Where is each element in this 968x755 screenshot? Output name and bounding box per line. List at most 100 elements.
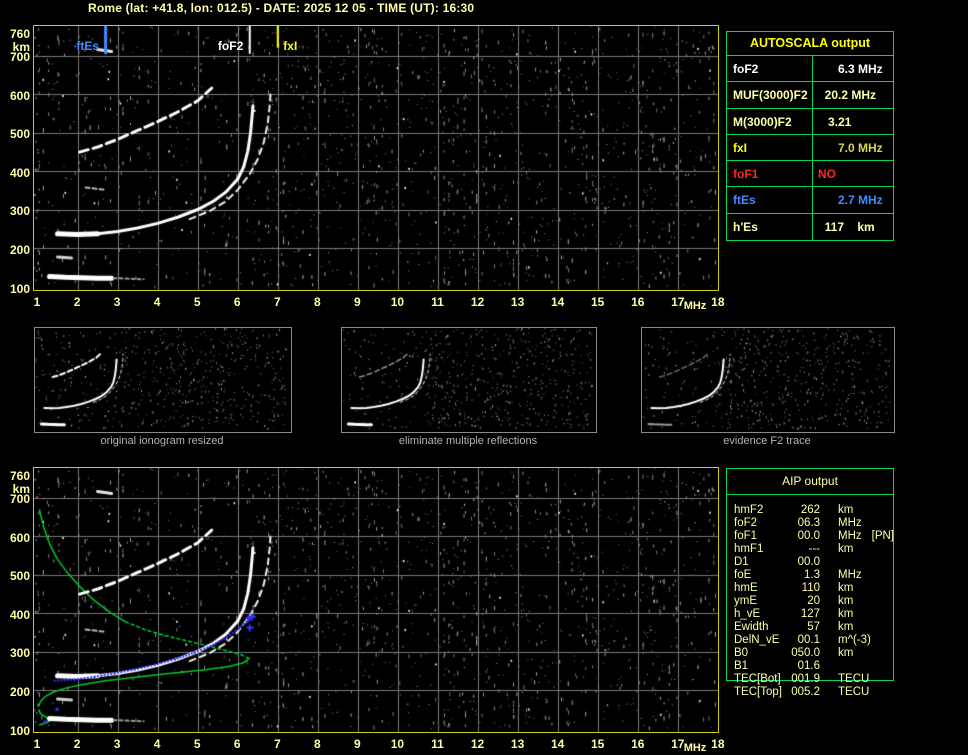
- y-axis-tick-label: 400: [9, 165, 30, 180]
- x-axis-unit-mhz: MHz: [683, 741, 707, 754]
- parameter-unit: km: [838, 621, 854, 633]
- parameter-label: M(3000)F2: [727, 108, 813, 134]
- x-axis-tick-label: 6: [233, 736, 241, 751]
- parameter-label: D1: [734, 556, 749, 568]
- y-axis-tick-label: 100: [9, 281, 30, 296]
- parameter-unit: MHz: [838, 517, 862, 529]
- aip-row-foe: foE 1.3 MHz: [727, 569, 893, 582]
- parameter-label: DelN_vE: [734, 634, 780, 646]
- x-axis-tick-label: 7: [273, 294, 281, 309]
- x-axis-tick-label: 12: [470, 294, 485, 309]
- parameter-unit: km: [838, 647, 854, 659]
- parameter-label: foF1: [727, 161, 813, 187]
- parameter-value: 57: [807, 621, 820, 633]
- y-axis-unit-km: km: [12, 40, 30, 55]
- parameter-unit: TECU: [838, 686, 870, 698]
- parameter-unit: km: [838, 608, 854, 620]
- x-axis-tick-label: 18: [711, 736, 725, 751]
- aip-rows: hmF2 262 km foF2 06.3 MHz foF1 00.0 MHz [PN] hmF1-…: [727, 504, 895, 699]
- parameter-unit: [820, 556, 893, 569]
- parameter-unit: TECU: [838, 673, 870, 685]
- parameter-label: h_vE: [734, 608, 761, 620]
- y-axis-tick-label: 200: [9, 242, 30, 257]
- x-axis-tick-label: 12: [470, 736, 485, 751]
- autoscala-row-m3000f2: M(3000)F2 3.21: [727, 108, 893, 135]
- x-axis-tick-label: 11: [431, 736, 444, 751]
- thumbnail-original-ionogram: [34, 327, 292, 433]
- parameter-label: foF2: [727, 56, 813, 82]
- parameter-flag: [PN]: [871, 530, 895, 542]
- x-axis-tick-label: 16: [631, 736, 645, 751]
- thumbnail-evidence-f2: [641, 327, 895, 433]
- x-axis-tick-label: 9: [354, 294, 361, 309]
- x-axis-tick-label: 4: [153, 294, 161, 309]
- y-axis-tick-label: 300: [9, 646, 30, 661]
- x-axis-tick-label: 10: [390, 294, 405, 309]
- x-axis-tick-label: 2: [73, 294, 81, 309]
- y-axis-tick-label: 500: [9, 569, 30, 584]
- parameter-unit: [820, 660, 893, 673]
- page-title: Rome (lat: +41.8, lon: 012.5) - DATE: 20…: [88, 1, 475, 15]
- y-axis-tick-label: 760: [9, 469, 30, 484]
- aip-row-tecbot: TEC[Bot] 001.9 TECU: [727, 673, 893, 686]
- parameter-value: 00.1: [797, 634, 820, 646]
- autoscala-row-muf3000f2: MUF(3000)F2 20.2 MHz: [727, 82, 893, 109]
- parameter-label: TEC[Top]: [734, 686, 782, 698]
- parameter-value: ---: [808, 543, 821, 555]
- parameter-value: 6.3 MHz: [818, 62, 883, 76]
- y-axis-tick-label: 600: [9, 88, 30, 103]
- parameter-unit: MHz: [838, 569, 862, 581]
- parameter-label: foF1: [734, 530, 758, 542]
- parameter-value: 7.0 MHz: [818, 140, 883, 155]
- thumbnail-caption-original: original ionogram resized: [100, 435, 224, 447]
- autoscala-rows: foF2 6.3 MHz MUF(3000)F2 20.2 MHz M(3000)F…: [727, 56, 893, 241]
- x-axis-tick-label: 17: [671, 294, 685, 309]
- parameter-label: MUF(3000)F2: [727, 82, 813, 108]
- x-axis-tick-label: 13: [510, 294, 525, 309]
- top-ionogram-plot: [33, 25, 719, 291]
- y-axis-tick-label: 400: [9, 607, 30, 622]
- parameter-label: ymE: [734, 595, 757, 607]
- aip-row-tectop: TEC[Top] 005.2 TECU: [727, 686, 893, 699]
- aip-row-d1: D1 00.0: [727, 556, 893, 569]
- y-axis-tick-label: 100: [9, 723, 30, 738]
- parameter-value: 110: [801, 582, 820, 594]
- parameter-label: foF2: [734, 517, 758, 529]
- parameter-label: TEC[Bot]: [734, 673, 781, 685]
- x-axis-tick-label: 3: [113, 294, 121, 309]
- parameter-label: h'Es: [727, 213, 813, 241]
- aip-row-fof2: foF2 06.3 MHz: [727, 517, 893, 530]
- parameter-value: 262: [800, 504, 820, 516]
- x-axis-tick-label: 4: [153, 736, 161, 751]
- x-axis-tick-label: 10: [390, 736, 405, 751]
- parameter-value: NO: [818, 167, 836, 182]
- x-axis-unit-mhz: MHz: [683, 299, 707, 312]
- parameter-unit: km: [838, 504, 854, 516]
- parameter-unit: m^(-3): [838, 634, 871, 646]
- parameter-value: 1.3: [804, 569, 820, 581]
- parameter-value: 001.9: [791, 673, 820, 685]
- x-axis-tick-label: 11: [431, 294, 444, 309]
- parameter-unit: km: [838, 582, 854, 594]
- aip-row-hve: h_vE 127 km: [727, 608, 893, 621]
- aip-row-hme: hmE 110 km: [727, 582, 893, 595]
- autoscala-row-hes: h'Es 117 km: [727, 213, 893, 241]
- parameter-value: 00.0: [797, 530, 820, 542]
- y-axis-tick-label: 600: [9, 530, 30, 545]
- thumbnail-evidence-canvas: [642, 328, 892, 430]
- aip-output-panel: AIP output hmF2 262 km foF2 06.3 MHz foF1 00.0 M…: [726, 468, 894, 698]
- aip-row-b1: B1 01.6: [727, 660, 893, 673]
- x-axis-tick-label: 14: [550, 294, 565, 309]
- x-axis-tick-label: 8: [314, 294, 321, 309]
- parameter-value: 20.2 MHz: [818, 88, 877, 103]
- x-axis-tick-label: 8: [314, 736, 321, 751]
- autoscala-row-ftes: ftEs 2.7 MHz: [727, 187, 893, 214]
- x-axis-tick-label: 15: [591, 294, 605, 309]
- parameter-value: 00.0: [797, 556, 820, 568]
- aip-panel-title: AIP output: [727, 469, 893, 495]
- parameter-label: B0: [734, 647, 749, 659]
- y-axis-tick-label: 200: [9, 684, 30, 699]
- parameter-value: 20: [807, 595, 820, 607]
- parameter-label: Ewidth: [734, 621, 769, 633]
- parameter-value: 127: [800, 608, 820, 620]
